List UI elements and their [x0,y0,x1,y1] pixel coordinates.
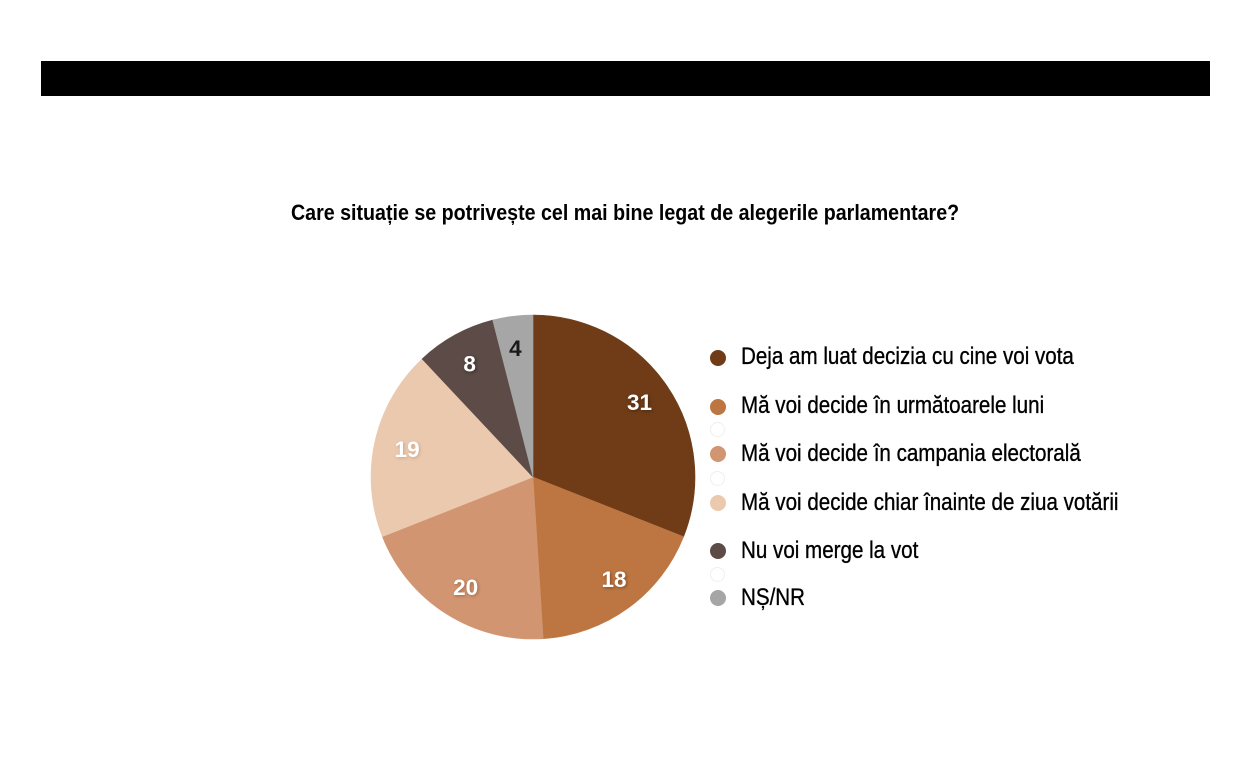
svg-text:4: 4 [509,336,522,361]
svg-text:31: 31 [627,390,652,415]
svg-text:8: 8 [463,351,476,376]
svg-text:19: 19 [395,437,420,462]
svg-text:18: 18 [601,567,626,592]
svg-text:20: 20 [453,575,478,600]
